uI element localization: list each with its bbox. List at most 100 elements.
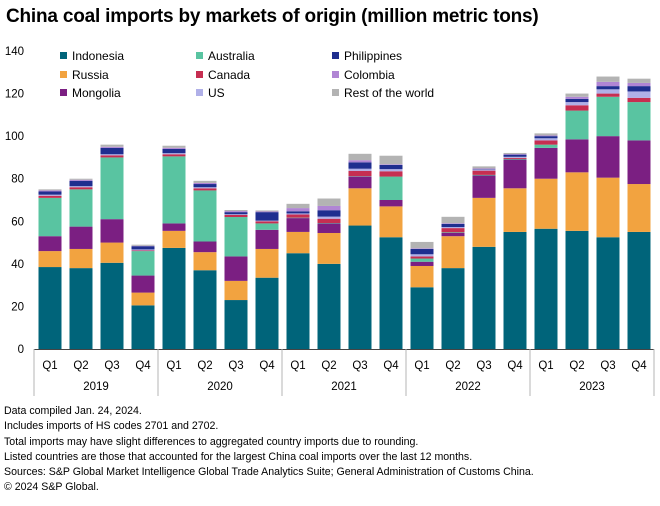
bar-segment-canada — [317, 218, 341, 223]
bar-segment-philippines — [286, 211, 310, 214]
x-tick-label: Q1 — [42, 360, 57, 372]
bar-segment-rest-of-the-world — [410, 241, 434, 249]
bar-segment-canada — [162, 154, 186, 157]
legend-label: US — [208, 86, 225, 100]
bar-segment-indonesia — [131, 305, 155, 349]
y-tick-label: 20 — [11, 301, 24, 313]
bar-segment-colombia — [441, 223, 465, 224]
bar-segment-russia — [38, 251, 62, 268]
x-tick-label: Q2 — [569, 360, 584, 372]
bar-segment-indonesia — [441, 268, 465, 349]
bar-segment-mongolia — [317, 223, 341, 233]
bar-segment-rest-of-the-world — [317, 198, 341, 206]
x-group-label: 2022 — [455, 381, 481, 393]
bar-segment-mongolia — [193, 241, 217, 253]
y-tick-label: 120 — [5, 89, 24, 101]
bar-segment-indonesia — [193, 270, 217, 349]
bar-segment-colombia — [534, 135, 558, 137]
bar-segment-rest-of-the-world — [441, 216, 465, 224]
bar-segment-australia — [131, 251, 155, 276]
legend-label: Mongolia — [72, 86, 121, 100]
x-group-label: 2019 — [83, 381, 109, 393]
bar-segment-canada — [503, 157, 527, 159]
bar-segment-rest-of-the-world — [131, 244, 155, 246]
bar-segment-colombia — [379, 164, 403, 165]
x-tick-label: Q3 — [104, 360, 119, 372]
chart-area: 0 20 40 60 80 100 120 140 Q1 Q2 Q3 Q4 Q1 Q2 Q3 Q4 Q1 Q2 Q3… — [5, 46, 655, 396]
bar-segment-canada — [100, 155, 124, 158]
bar-segment-indonesia — [534, 228, 558, 349]
bar-segment-indonesia — [410, 287, 434, 349]
legend-swatch — [332, 71, 339, 78]
bar-segment-us — [131, 249, 155, 251]
x-tick-label: Q1 — [290, 360, 305, 372]
bar-segment-colombia — [348, 160, 372, 163]
bar-segment-us — [534, 138, 558, 141]
bar-segment-us — [441, 227, 465, 229]
bar-segment-mongolia — [627, 140, 651, 185]
bar-segment-rest-of-the-world — [193, 180, 217, 183]
y-tick-label: 100 — [5, 131, 24, 143]
bar-segment-canada — [286, 214, 310, 218]
x-tick-label: Q1 — [414, 360, 429, 372]
bar-segment-canada — [193, 188, 217, 191]
bar-segment-philippines — [534, 136, 558, 139]
legend-swatch — [332, 52, 339, 59]
x-tick-label: Q1 — [538, 360, 553, 372]
bar-segment-canada — [38, 195, 62, 198]
bar-segment-indonesia — [627, 231, 651, 349]
bar-segment-philippines — [410, 248, 434, 255]
bar-segment-colombia — [255, 211, 279, 213]
bar-segment-us — [255, 220, 279, 222]
bar-segment-us — [348, 168, 372, 171]
bar-segment-rest-of-the-world — [224, 210, 248, 212]
bar-segment-colombia — [503, 154, 527, 155]
x-tick-label: Q2 — [197, 360, 212, 372]
x-group-label: 2023 — [579, 381, 605, 393]
footnote: Listed countries are those that accounte… — [4, 450, 473, 463]
bar-segment-russia — [348, 188, 372, 226]
bar-segment-australia — [255, 223, 279, 230]
bar-segment-colombia — [193, 182, 217, 185]
bar-segment-australia — [441, 232, 465, 233]
bar-segment-australia — [627, 102, 651, 141]
bar-segment-us — [100, 154, 124, 156]
x-tick-label: Q4 — [259, 360, 275, 372]
bar-segment-canada — [410, 256, 434, 259]
x-tick-label: Q3 — [228, 360, 243, 372]
bar-segment-mongolia — [565, 139, 589, 173]
bar-segment-russia — [100, 242, 124, 263]
bar-segment-colombia — [162, 147, 186, 149]
bar-segment-russia — [627, 184, 651, 232]
bar-segment-colombia — [224, 211, 248, 213]
bar-segment-indonesia — [162, 247, 186, 349]
bar-segment-philippines — [224, 212, 248, 215]
bar-segment-us — [38, 194, 62, 196]
bar-segment-us — [565, 102, 589, 106]
bar-segment-russia — [503, 188, 527, 232]
bar-segment-colombia — [69, 179, 93, 181]
x-tick-label: Q3 — [476, 360, 491, 372]
x-tick-label: Q4 — [135, 360, 151, 372]
bar-segment-indonesia — [69, 268, 93, 349]
bar-segment-canada — [596, 93, 620, 97]
bar-segment-us — [193, 187, 217, 189]
legend-label: Colombia — [344, 68, 395, 82]
bar-segment-australia — [224, 217, 248, 257]
bar-segment-us — [69, 186, 93, 188]
bar-segment-canada — [131, 250, 155, 252]
legend-swatch — [196, 52, 203, 59]
legend-label: Russia — [72, 68, 109, 82]
bar-segment-russia — [441, 236, 465, 269]
x-tick-label: Q2 — [73, 360, 88, 372]
legend-label: Philippines — [344, 49, 402, 63]
bar-segment-mongolia — [69, 226, 93, 249]
bar-segment-mongolia — [100, 219, 124, 243]
legend-swatch — [60, 89, 67, 96]
bar-segment-philippines — [441, 223, 465, 228]
bar-segment-rest-of-the-world — [596, 76, 620, 82]
x-tick-label: Q1 — [166, 360, 181, 372]
bar-segment-indonesia — [317, 263, 341, 349]
bar-segment-indonesia — [348, 225, 372, 349]
bar-segment-mongolia — [38, 236, 62, 252]
